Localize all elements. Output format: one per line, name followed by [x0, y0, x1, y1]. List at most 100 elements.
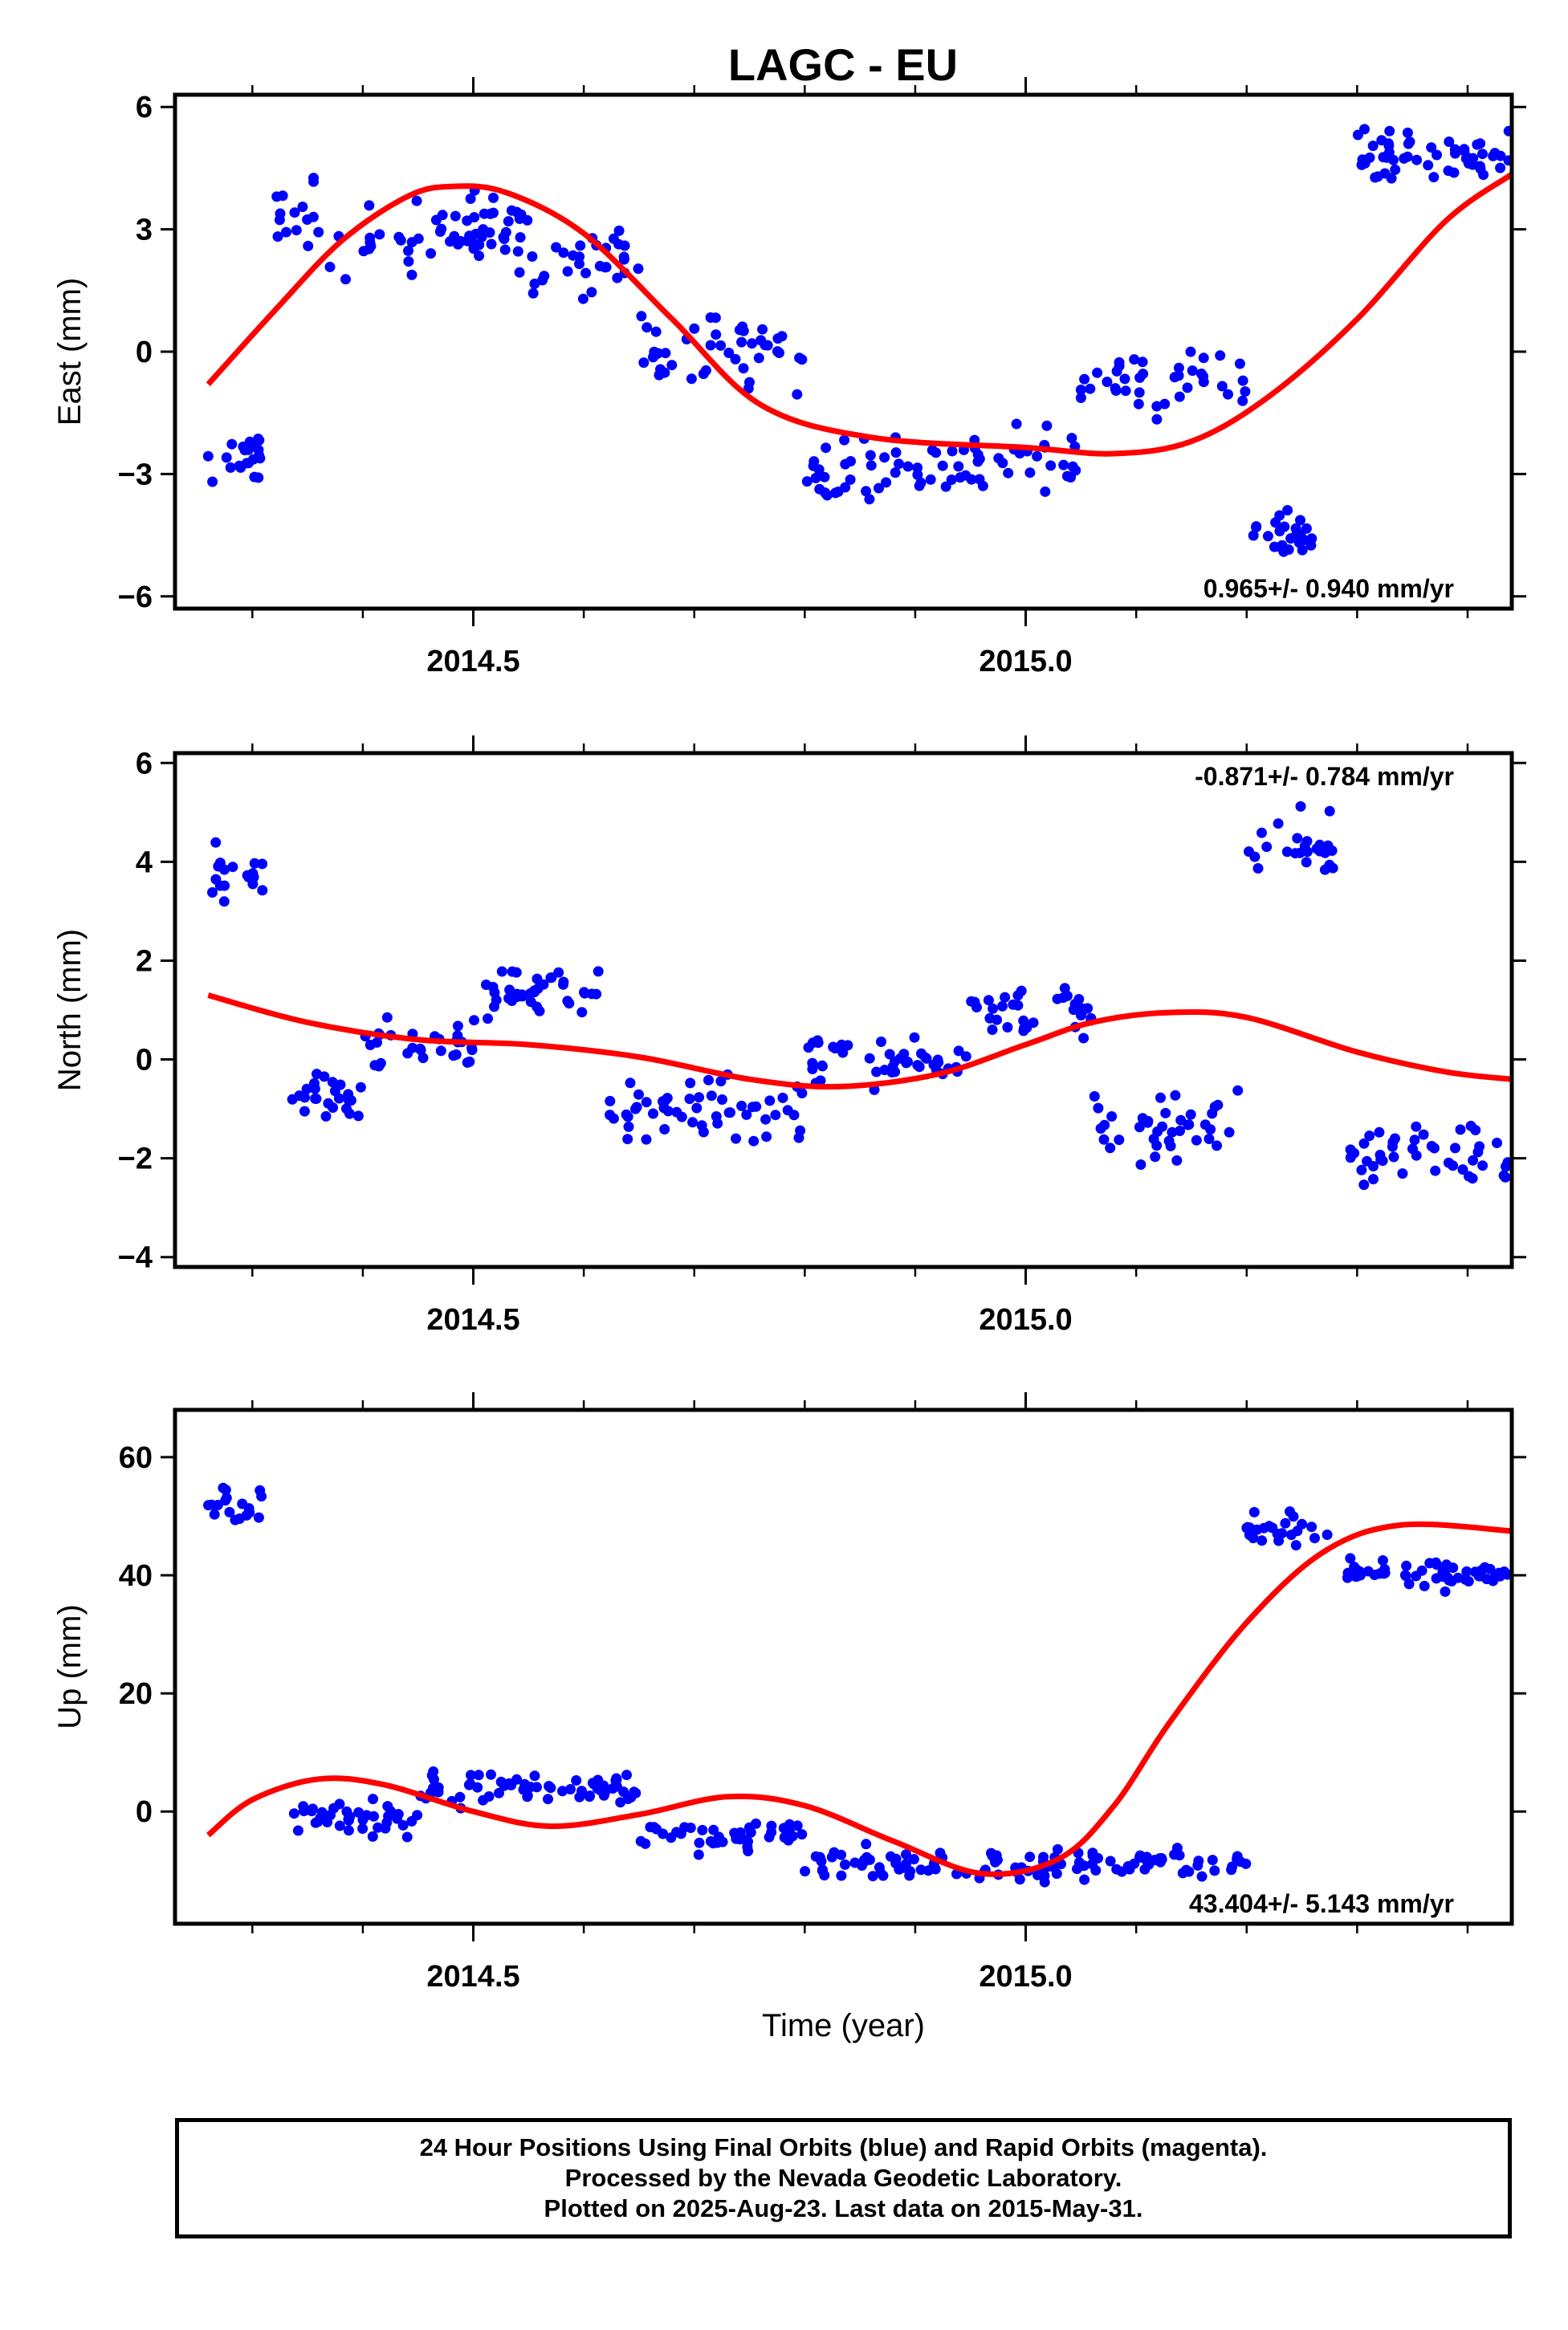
data-point [529, 1770, 540, 1782]
data-point [324, 262, 336, 272]
data-point [1403, 1578, 1415, 1590]
data-point [788, 1110, 800, 1121]
data-point [1002, 1022, 1013, 1033]
data-point [1070, 465, 1081, 476]
data-point [527, 251, 538, 262]
data-point [1251, 522, 1262, 533]
data-point [1314, 845, 1326, 857]
data-point [715, 340, 727, 351]
data-point [1273, 818, 1284, 829]
plot-frame [173, 92, 1514, 611]
data-point [810, 472, 821, 483]
data-point [655, 364, 666, 375]
data-point [488, 207, 499, 218]
data-point [1409, 1134, 1420, 1146]
data-point [489, 1001, 499, 1012]
data-point [1430, 1557, 1441, 1568]
data-point [1306, 1521, 1318, 1533]
data-point [575, 240, 586, 251]
data-point [760, 1114, 772, 1125]
data-point [1079, 373, 1090, 385]
data-point [817, 1865, 828, 1876]
data-point [574, 259, 584, 270]
data-point [531, 1782, 542, 1793]
data-point [1441, 1559, 1452, 1570]
data-point [1160, 1107, 1171, 1118]
data-point [1114, 1134, 1125, 1146]
data-point [741, 1109, 752, 1120]
data-point [706, 1090, 717, 1102]
data-point [571, 1775, 582, 1786]
data-point [864, 1053, 875, 1064]
data-point [710, 312, 721, 324]
data-point [641, 322, 653, 333]
data-point [622, 1794, 633, 1804]
data-point [1479, 1562, 1490, 1573]
data-point [1473, 1570, 1485, 1582]
data-point [1249, 851, 1261, 862]
data-point [884, 1049, 895, 1060]
data-point [641, 1097, 652, 1108]
data-point [912, 462, 923, 474]
data-point [1052, 1843, 1063, 1855]
data-point [1232, 1085, 1244, 1096]
data-point [1418, 1129, 1429, 1140]
data-point [836, 1849, 847, 1860]
data-point [983, 995, 994, 1006]
data-point [1326, 845, 1338, 856]
data-point [757, 324, 768, 335]
data-point [902, 461, 914, 472]
data-point [736, 1100, 747, 1111]
y-tick-label: −6 [118, 580, 153, 614]
data-point [1370, 172, 1381, 183]
plot-frame [173, 751, 1514, 1269]
data-point [723, 348, 735, 358]
data-point [529, 279, 540, 289]
data-point [686, 373, 697, 385]
data-point [319, 1071, 330, 1082]
data-point [836, 1039, 847, 1050]
data-point [1248, 1506, 1260, 1517]
data-point [367, 1831, 378, 1842]
data-point [1151, 1140, 1163, 1151]
data-point [1295, 528, 1306, 540]
data-point [1448, 167, 1460, 178]
data-point [1079, 1874, 1090, 1885]
data-point [373, 1822, 384, 1833]
data-point [558, 979, 568, 990]
data-point [761, 1131, 772, 1143]
data-point [514, 267, 525, 278]
data-point [840, 1859, 850, 1870]
data-point [925, 474, 936, 485]
data-point [1212, 1140, 1222, 1151]
data-point [1489, 148, 1501, 159]
data-point [557, 1786, 568, 1797]
data-point [473, 1770, 484, 1781]
data-point [1135, 1159, 1146, 1170]
data-point [946, 475, 957, 485]
data-point [434, 226, 446, 237]
data-point [770, 1110, 781, 1121]
data-point [576, 1786, 587, 1797]
data-point [1461, 1566, 1472, 1577]
data-point [1185, 1109, 1196, 1120]
data-point [537, 275, 548, 286]
data-point [1058, 459, 1069, 470]
data-point [288, 1808, 299, 1819]
data-point [666, 360, 678, 371]
data-point [465, 193, 476, 204]
data-point [865, 460, 877, 471]
data-point [735, 1834, 746, 1845]
y-tick-label: 0 [136, 1044, 153, 1077]
data-point [747, 338, 758, 349]
data-point [249, 857, 260, 869]
data-point [428, 1782, 439, 1794]
data-point [519, 1778, 530, 1790]
data-point [1297, 1518, 1308, 1530]
data-point [219, 864, 230, 875]
data-point [543, 1794, 553, 1805]
data-point [1411, 1570, 1422, 1582]
data-point [937, 460, 948, 471]
data-point [1402, 127, 1413, 138]
data-point [1502, 1157, 1512, 1168]
